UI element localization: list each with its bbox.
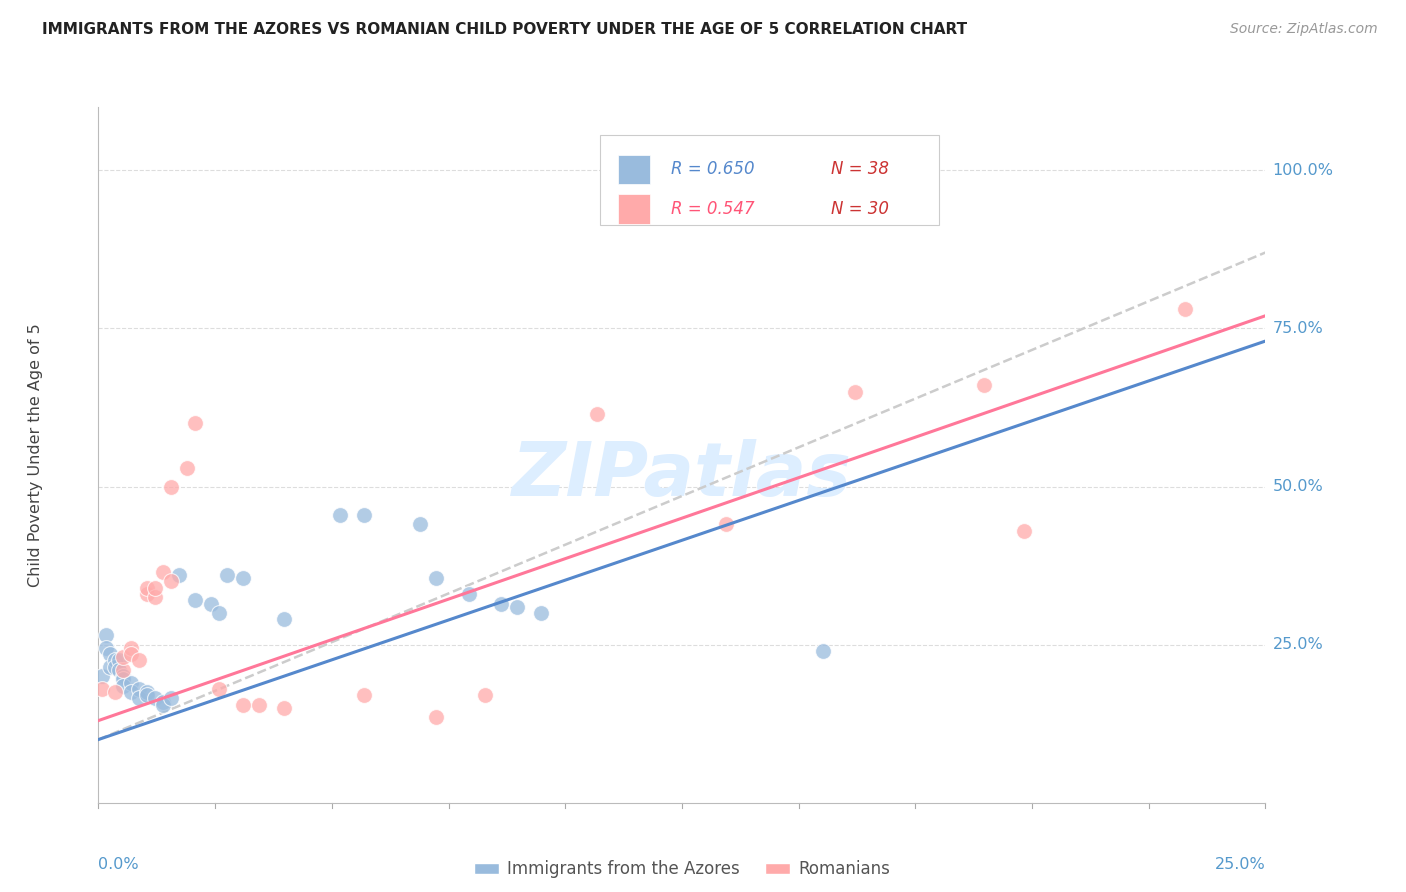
Point xyxy=(100,647,122,661)
FancyBboxPatch shape xyxy=(617,194,651,224)
Point xyxy=(457,587,479,601)
Text: R = 0.650: R = 0.650 xyxy=(672,161,755,178)
Point xyxy=(103,653,125,667)
Text: 25.0%: 25.0% xyxy=(1272,637,1323,652)
Point xyxy=(152,565,174,579)
Point xyxy=(184,417,207,431)
Point xyxy=(96,628,118,642)
Text: IMMIGRANTS FROM THE AZORES VS ROMANIAN CHILD POVERTY UNDER THE AGE OF 5 CORRELAT: IMMIGRANTS FROM THE AZORES VS ROMANIAN C… xyxy=(42,22,967,37)
Point xyxy=(103,685,125,699)
Point xyxy=(143,591,166,605)
Point xyxy=(208,606,231,620)
Point xyxy=(530,606,553,620)
Point xyxy=(135,581,157,595)
Point xyxy=(232,698,254,712)
Point xyxy=(107,653,129,667)
Point xyxy=(111,679,134,693)
Point xyxy=(120,647,142,661)
Point xyxy=(844,384,866,399)
Point xyxy=(160,574,183,589)
Point xyxy=(135,685,157,699)
Point xyxy=(353,508,375,522)
Point xyxy=(160,479,183,493)
Text: R = 0.547: R = 0.547 xyxy=(672,200,755,218)
Point xyxy=(107,663,129,677)
Point xyxy=(128,653,150,667)
Point xyxy=(111,673,134,687)
Point xyxy=(135,688,157,702)
Text: 25.0%: 25.0% xyxy=(1215,856,1265,871)
Point xyxy=(103,660,125,674)
Point xyxy=(489,597,512,611)
Point xyxy=(152,698,174,712)
Point xyxy=(120,640,142,655)
Point xyxy=(91,681,114,696)
Text: 0.0%: 0.0% xyxy=(98,856,139,871)
Text: N = 38: N = 38 xyxy=(831,161,889,178)
Point xyxy=(128,681,150,696)
Text: 75.0%: 75.0% xyxy=(1272,321,1323,336)
Text: Source: ZipAtlas.com: Source: ZipAtlas.com xyxy=(1230,22,1378,37)
Point xyxy=(91,669,114,683)
Point xyxy=(167,568,190,582)
Point xyxy=(1174,302,1197,317)
FancyBboxPatch shape xyxy=(600,135,939,226)
Point xyxy=(1012,524,1035,538)
Point xyxy=(811,644,834,658)
Point xyxy=(474,688,496,702)
Point xyxy=(425,571,447,585)
FancyBboxPatch shape xyxy=(617,154,651,184)
Point xyxy=(329,508,352,522)
Point xyxy=(128,691,150,706)
Point xyxy=(247,698,270,712)
Point xyxy=(184,593,207,607)
Point xyxy=(111,669,134,683)
Legend: Immigrants from the Azores, Romanians: Immigrants from the Azores, Romanians xyxy=(467,854,897,885)
Point xyxy=(353,688,375,702)
Point xyxy=(973,378,995,392)
Point xyxy=(208,681,231,696)
Point xyxy=(143,581,166,595)
Point xyxy=(273,612,295,626)
Point xyxy=(232,571,254,585)
Text: N = 30: N = 30 xyxy=(831,200,889,218)
Text: 100.0%: 100.0% xyxy=(1272,163,1333,178)
Point xyxy=(111,650,134,665)
Point xyxy=(135,587,157,601)
Point xyxy=(200,597,222,611)
Point xyxy=(586,407,609,421)
Point xyxy=(425,710,447,724)
Text: Child Poverty Under the Age of 5: Child Poverty Under the Age of 5 xyxy=(28,323,42,587)
Point xyxy=(143,691,166,706)
Point xyxy=(409,517,432,532)
Point xyxy=(506,599,529,614)
Point xyxy=(96,640,118,655)
Text: ZIPatlas: ZIPatlas xyxy=(512,439,852,512)
Point xyxy=(120,685,142,699)
Point xyxy=(217,568,239,582)
Point xyxy=(273,701,295,715)
Point xyxy=(152,695,174,709)
Point xyxy=(176,460,198,475)
Point xyxy=(160,691,183,706)
Point xyxy=(111,663,134,677)
Point xyxy=(100,660,122,674)
Point xyxy=(675,179,697,194)
Point xyxy=(120,675,142,690)
Point xyxy=(714,517,737,532)
Text: 50.0%: 50.0% xyxy=(1272,479,1323,494)
